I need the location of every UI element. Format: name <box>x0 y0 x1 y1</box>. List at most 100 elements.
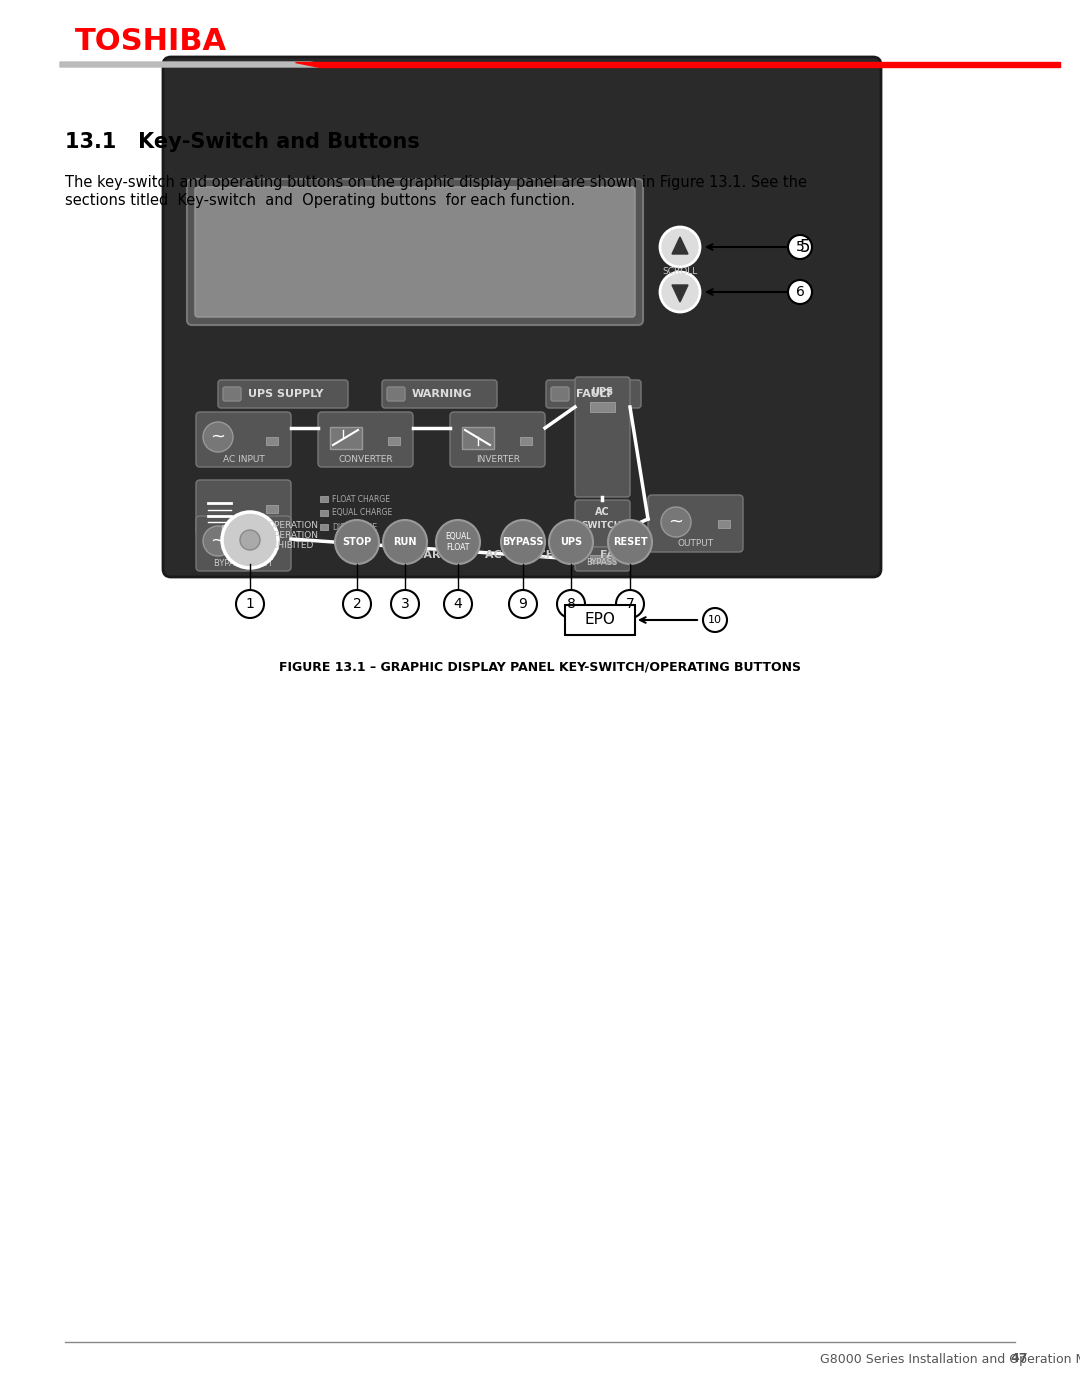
FancyBboxPatch shape <box>450 412 545 467</box>
Text: 1: 1 <box>245 597 255 610</box>
Polygon shape <box>295 61 1059 67</box>
Polygon shape <box>60 61 340 67</box>
Text: ~: ~ <box>669 513 684 531</box>
Text: FAULT: FAULT <box>576 388 612 400</box>
Text: 9: 9 <box>518 597 527 610</box>
Text: 2: 2 <box>353 597 362 610</box>
Text: UPS SUPPLY: UPS SUPPLY <box>248 388 324 400</box>
Text: FAULT: FAULT <box>599 550 636 560</box>
Circle shape <box>444 590 472 617</box>
Circle shape <box>501 520 545 564</box>
Bar <box>565 605 635 636</box>
FancyBboxPatch shape <box>575 500 630 548</box>
Circle shape <box>509 590 537 617</box>
FancyBboxPatch shape <box>195 187 635 317</box>
Circle shape <box>557 590 585 617</box>
FancyBboxPatch shape <box>575 548 630 571</box>
Text: SWITCH: SWITCH <box>582 521 622 529</box>
Text: BYPASS INPUT: BYPASS INPUT <box>215 559 273 567</box>
Text: EPO: EPO <box>584 612 616 627</box>
Bar <box>320 496 328 502</box>
Circle shape <box>703 608 727 631</box>
Text: CONVERTER: CONVERTER <box>339 454 393 464</box>
Text: UPS: UPS <box>559 536 582 548</box>
FancyBboxPatch shape <box>195 412 291 467</box>
Circle shape <box>608 520 652 564</box>
Circle shape <box>616 590 644 617</box>
FancyBboxPatch shape <box>187 179 643 326</box>
Bar <box>320 510 328 515</box>
Circle shape <box>788 235 812 258</box>
Text: 10: 10 <box>708 615 723 624</box>
FancyBboxPatch shape <box>575 377 630 497</box>
Bar <box>388 437 400 446</box>
FancyBboxPatch shape <box>318 412 413 467</box>
Circle shape <box>660 226 700 267</box>
Text: AC: AC <box>595 507 609 517</box>
Text: FLOAT: FLOAT <box>446 542 470 552</box>
Circle shape <box>660 272 700 312</box>
Text: WARNING: WARNING <box>411 388 473 400</box>
Polygon shape <box>672 237 688 254</box>
Text: CHARGE: CHARGE <box>406 550 458 560</box>
Bar <box>266 504 278 513</box>
FancyBboxPatch shape <box>218 380 348 408</box>
Text: OPERATION: OPERATION <box>268 521 319 529</box>
Bar <box>590 402 615 412</box>
Bar <box>266 437 278 446</box>
Bar <box>330 427 362 448</box>
Circle shape <box>436 520 480 564</box>
FancyBboxPatch shape <box>551 387 569 401</box>
Text: BYPASS: BYPASS <box>586 557 618 567</box>
Text: BATTERIES: BATTERIES <box>220 525 268 535</box>
Bar <box>320 524 328 529</box>
Circle shape <box>343 590 372 617</box>
Text: RESET: RESET <box>612 536 647 548</box>
Text: AC INPUT: AC INPUT <box>224 454 265 464</box>
Text: TOSHIBA: TOSHIBA <box>75 28 227 56</box>
Text: SCROLL: SCROLL <box>662 267 698 277</box>
Text: FIGURE 13.1 – GRAPHIC DISPLAY PANEL KEY-SWITCH/OPERATING BUTTONS: FIGURE 13.1 – GRAPHIC DISPLAY PANEL KEY-… <box>279 661 801 673</box>
Bar <box>266 541 278 549</box>
Circle shape <box>391 590 419 617</box>
FancyBboxPatch shape <box>387 387 405 401</box>
Bar <box>718 520 730 528</box>
Text: G8000 Series Installation and Operation Man: G8000 Series Installation and Operation … <box>820 1352 1080 1365</box>
Text: 8: 8 <box>567 597 576 610</box>
Text: ~: ~ <box>211 427 226 446</box>
Text: RUN: RUN <box>393 536 417 548</box>
Text: INHIBITED: INHIBITED <box>268 542 313 550</box>
Polygon shape <box>672 285 688 302</box>
Circle shape <box>335 520 379 564</box>
Text: 6: 6 <box>796 285 805 299</box>
Bar <box>590 555 615 563</box>
Text: BYPASS: BYPASS <box>502 536 543 548</box>
Bar <box>519 437 532 446</box>
FancyBboxPatch shape <box>222 387 241 401</box>
Circle shape <box>661 507 691 536</box>
Text: UPS: UPS <box>341 550 366 560</box>
Text: INVERTER: INVERTER <box>476 454 519 464</box>
Circle shape <box>203 422 233 453</box>
Text: DISCHARGE: DISCHARGE <box>332 522 377 531</box>
FancyBboxPatch shape <box>382 380 497 408</box>
Text: 7: 7 <box>625 597 634 610</box>
FancyBboxPatch shape <box>195 481 291 535</box>
Text: 3: 3 <box>401 597 409 610</box>
Text: AC SWITCH: AC SWITCH <box>485 550 555 560</box>
Text: The key-switch and operating buttons on the graphic display panel are shown in F: The key-switch and operating buttons on … <box>65 175 807 190</box>
Text: OPERATION: OPERATION <box>268 531 319 541</box>
Text: STOP: STOP <box>342 536 372 548</box>
Text: 13.1   Key-Switch and Buttons: 13.1 Key-Switch and Buttons <box>65 131 420 152</box>
Text: UPS: UPS <box>591 387 613 397</box>
Text: sections titled  Key-switch  and  Operating buttons  for each function.: sections titled Key-switch and Operating… <box>65 194 576 208</box>
FancyBboxPatch shape <box>648 495 743 552</box>
Circle shape <box>240 529 260 550</box>
FancyBboxPatch shape <box>195 515 291 571</box>
Circle shape <box>237 590 264 617</box>
Text: FLOAT CHARGE: FLOAT CHARGE <box>332 495 390 503</box>
Text: 4: 4 <box>454 597 462 610</box>
Text: EQUAL CHARGE: EQUAL CHARGE <box>332 509 392 517</box>
Circle shape <box>222 511 278 569</box>
Text: 47: 47 <box>1010 1352 1027 1365</box>
